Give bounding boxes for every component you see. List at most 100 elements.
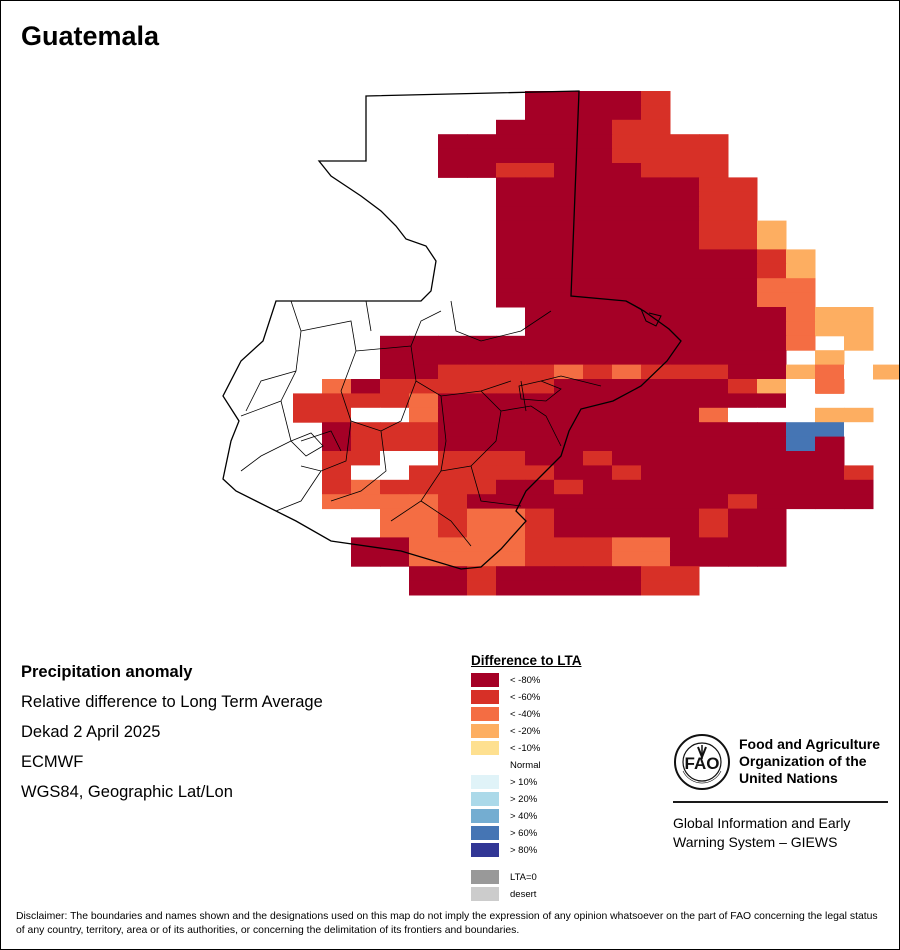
grid-cell [554,249,584,265]
grid-cell [496,206,526,222]
grid-cell [409,364,439,380]
grid-cell [844,335,874,351]
grid-cell [612,479,642,495]
grid-cell [641,177,671,193]
grid-cell [670,364,700,380]
grid-cell [583,220,613,236]
grid-cell [351,451,381,466]
grid-cell [583,451,613,466]
grid-cell [670,191,700,207]
grid-cell [612,235,642,250]
grid-cell [728,407,758,423]
grid-cell [583,321,613,337]
grid-cell [670,537,700,553]
grid-cell [554,148,584,164]
grid-cell [380,508,410,524]
grid-cell [670,235,700,250]
grid-cell [438,350,468,366]
grid-cell [786,249,816,265]
grid-cell [554,436,584,452]
grid-cell [699,163,729,178]
legend-item: < -10% [471,740,582,757]
grid-cell [670,508,700,524]
grid-cell [757,494,787,510]
grid-cell [525,191,555,207]
grid-cell [554,105,584,121]
grid-cell [728,379,758,394]
grid-cell [467,379,497,394]
grid-cell [641,379,671,394]
grid-cell [612,580,642,596]
grid-cell [670,379,700,394]
grid-cell [583,465,613,481]
fao-logo-icon: FAO [674,734,730,790]
legend-swatch [471,707,499,721]
grid-cell [641,278,671,294]
grid-cell [583,393,613,409]
grid-cell [467,494,497,510]
grid-cell [757,321,787,337]
grid-cell [757,292,787,308]
legend-swatch [471,690,499,704]
grid-cell [728,422,758,438]
anomaly-map [222,90,899,596]
grid-cell [757,508,787,524]
grid-cell [641,105,671,121]
grid-cell [670,451,700,466]
grid-cell [380,436,410,452]
grid-cell [438,479,468,495]
grid-cell [467,436,497,452]
grid-cell [612,321,642,337]
grid-cell [438,422,468,438]
map-title: Guatemala [21,21,160,51]
grid-cell [699,177,729,193]
grid-cell [409,479,439,495]
grid-cell [641,393,671,409]
grid-cell [322,479,352,495]
grid-cell [699,364,729,380]
legend-label: < -20% [510,726,541,737]
grid-cell [467,393,497,409]
grid-cell [612,494,642,510]
grid-cell [612,263,642,279]
boundary-lines [222,90,682,570]
legend-item: > 20% [471,791,582,808]
grid-cell [699,494,729,510]
legend-swatch [471,843,499,857]
legend-item: < -20% [471,723,582,740]
grid-cell [525,278,555,294]
grid-cell [554,206,584,222]
grid-cell [554,350,584,366]
grid-cell [467,580,497,596]
grid-cell [525,566,555,582]
grid-cell [525,134,555,150]
grid-cell [438,551,468,567]
grid-cell [844,465,874,481]
grid-cell [351,537,381,553]
grid-cell [699,278,729,294]
grid-cell [525,177,555,193]
grid-cell [699,235,729,250]
grid-cell [873,364,899,380]
grid-cell [496,163,526,178]
grid-cell [699,465,729,481]
grid-cell [438,335,468,351]
grid-cell [496,134,526,150]
grid-cell [699,451,729,466]
legend-swatch [471,870,499,884]
grid-cell [351,551,381,567]
grid-cell [380,479,410,495]
grid-cell [583,134,613,150]
grid-cell [670,494,700,510]
grid-cell [525,163,555,178]
grid-cell [496,249,526,265]
giews-line-2: Warning System – GIEWS [673,834,838,850]
grid-cell [728,278,758,294]
grid-cell [728,523,758,538]
grid-cell [728,263,758,279]
legend-label: desert [510,889,537,900]
svg-text:FAO: FAO [685,754,720,773]
grid-cell [641,235,671,250]
grid-cell [612,206,642,222]
grid-cell [583,163,613,178]
